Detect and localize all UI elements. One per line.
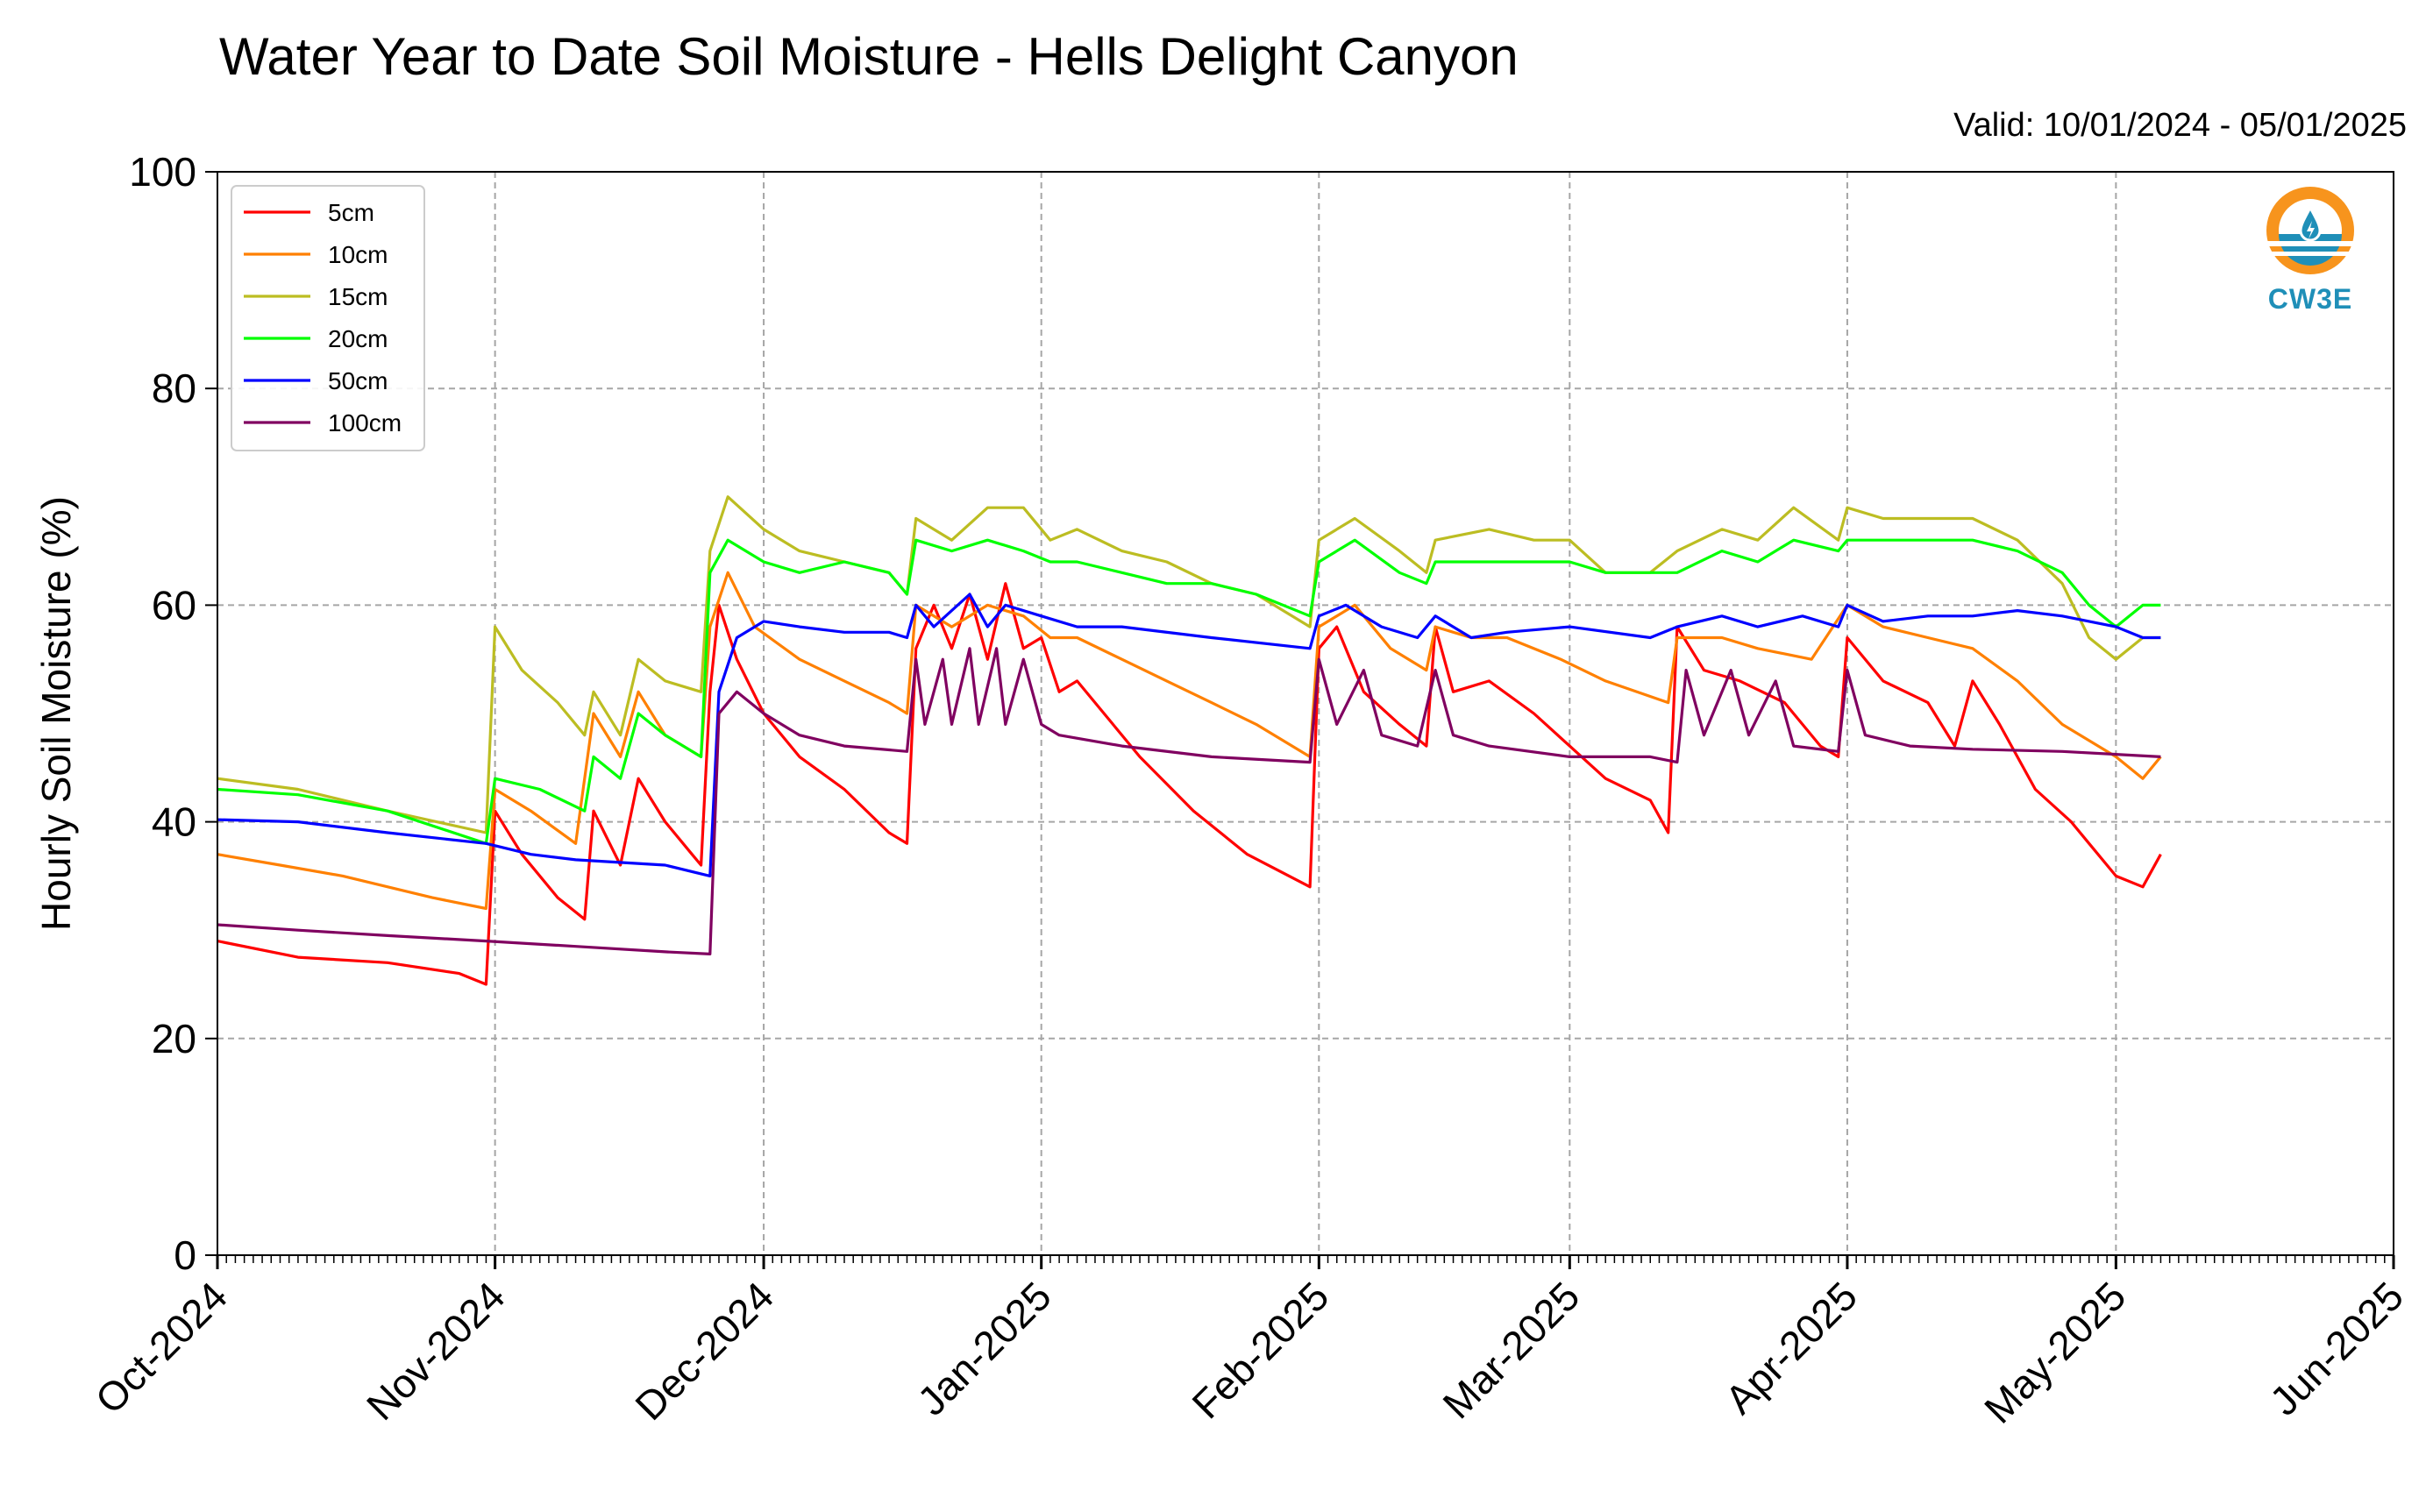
series-line-100cm [217, 647, 2161, 955]
x-tick-label: Feb-2025 [1183, 1273, 1337, 1427]
x-tick-label: Nov-2024 [358, 1273, 514, 1429]
series-line-5cm [217, 582, 2162, 986]
y-tick-label: 0 [174, 1232, 196, 1278]
series-layer [217, 495, 2162, 986]
axes: 0 20 40 60 80 100 Oct-2024 Nov-2024 Dec-2024 Jan-… [87, 149, 2413, 1432]
x-tick-label: Mar-2025 [1434, 1273, 1588, 1427]
legend-label-10cm: 10cm [328, 241, 388, 268]
y-tick-label: 20 [152, 1016, 196, 1061]
cw3e-logo: CW3E [2262, 180, 2358, 320]
y-tick-label: 100 [129, 149, 196, 195]
legend-label-100cm: 100cm [328, 409, 402, 437]
logo-text: CW3E [2267, 283, 2353, 315]
series-line-20cm [217, 538, 2161, 845]
legend-label-50cm: 50cm [328, 367, 388, 394]
legend-label-20cm: 20cm [328, 325, 388, 352]
x-tick-label: Apr-2025 [1716, 1273, 1866, 1423]
y-tick-label: 40 [152, 799, 196, 845]
x-tick-label: Jan-2025 [908, 1273, 1059, 1423]
x-tick-label: Oct-2024 [87, 1273, 237, 1423]
y-axis-label: Hourly Soil Moisture (%) [33, 496, 79, 931]
legend-label-5cm: 5cm [328, 199, 374, 226]
series-line-10cm [217, 571, 2162, 911]
water-drop-icon [2266, 187, 2354, 274]
valid-date-range: Valid: 10/01/2024 - 05/01/2025 [1953, 107, 2407, 144]
legend-label-15cm: 15cm [328, 283, 388, 310]
x-tick-label: May-2025 [1975, 1273, 2134, 1431]
x-tick-label: Jun-2025 [2261, 1273, 2412, 1423]
chart-title: Water Year to Date Soil Moisture - Hells… [219, 27, 1519, 86]
series-line-15cm [217, 495, 2161, 834]
y-tick-label: 60 [152, 582, 196, 628]
legend-box [231, 185, 425, 451]
x-tick-label: Dec-2024 [626, 1273, 782, 1429]
grid-lines [217, 172, 2394, 1255]
minor-ticks [217, 1255, 2394, 1263]
legend: 5cm 10cm 15cm 20cm 50cm 100cm [231, 185, 425, 451]
y-tick-label: 80 [152, 366, 196, 411]
plot-frame [217, 171, 2394, 1256]
